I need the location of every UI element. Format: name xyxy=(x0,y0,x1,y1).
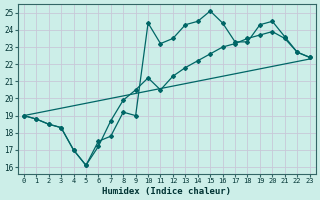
X-axis label: Humidex (Indice chaleur): Humidex (Indice chaleur) xyxy=(102,187,231,196)
